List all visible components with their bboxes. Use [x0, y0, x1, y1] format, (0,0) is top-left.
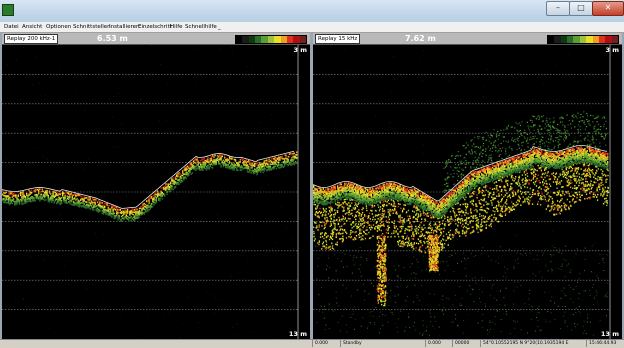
- menu-ansicht[interactable]: Ansicht: [22, 23, 42, 31]
- maximize-button[interactable]: □: [569, 1, 593, 16]
- menu-schnittstellen[interactable]: Schnittstellen: [73, 23, 111, 31]
- title-bar: – □ ✕: [0, 0, 624, 22]
- minimize-button[interactable]: –: [546, 1, 570, 16]
- menu-overflow[interactable]: _: [218, 23, 221, 31]
- depth-readout: 7.62 m: [405, 33, 436, 44]
- color-scale-bar: [235, 35, 307, 44]
- range-bottom-label: 13 m: [289, 330, 307, 338]
- subbottom-layer: [313, 111, 609, 335]
- close-button[interactable]: ✕: [592, 1, 624, 16]
- menu-bar: Datei Ansicht Optionen Schnittstellen In…: [0, 22, 624, 33]
- color-scale-bar: [547, 35, 619, 44]
- menu-hilfe[interactable]: Hilfe: [170, 23, 183, 31]
- menu-schnellhilfe[interactable]: Schnellhilfe: [185, 23, 217, 31]
- menu-installieren[interactable]: Installieren: [109, 23, 139, 31]
- echogram-panel-15khz: Replay 15 kHz 7.62 m 3 m 13 m: [313, 33, 622, 339]
- panel-header: Replay 15 kHz 7.62 m: [313, 33, 622, 45]
- range-bottom-label: 13 m: [601, 330, 619, 338]
- panel-header: Replay 200 kHz-1 6.53 m: [2, 33, 310, 45]
- status-value: 0.000: [425, 340, 441, 347]
- depth-readout: 6.53 m: [97, 33, 128, 44]
- frequency-label[interactable]: Replay 15 kHz: [315, 34, 360, 44]
- status-mode: Standby: [340, 340, 362, 347]
- menu-optionen[interactable]: Optionen: [46, 23, 71, 31]
- echogram-plot: [2, 45, 310, 339]
- bottom-echo: [2, 151, 297, 222]
- range-top-label: 3 m: [293, 46, 307, 54]
- status-position: 54°0.10552195 N 9°20(10.1935194 E: [480, 340, 568, 347]
- echogram-panel-200khz: Replay 200 kHz-1 6.53 m 3 m 13 m: [2, 33, 310, 339]
- menu-datei[interactable]: Datei: [4, 23, 19, 31]
- app-icon: [2, 4, 14, 16]
- status-depth: 0.000: [312, 340, 328, 347]
- range-top-label: 3 m: [605, 46, 619, 54]
- echogram-plot: [313, 45, 622, 339]
- status-counter: 00000: [452, 340, 469, 347]
- frequency-label[interactable]: Replay 200 kHz-1: [4, 34, 58, 44]
- color-swatch: [300, 36, 306, 43]
- status-time: 15:46:44.93: [586, 340, 616, 347]
- color-swatch: [612, 36, 618, 43]
- menu-einzelschritt[interactable]: Einzelschritt: [138, 23, 172, 31]
